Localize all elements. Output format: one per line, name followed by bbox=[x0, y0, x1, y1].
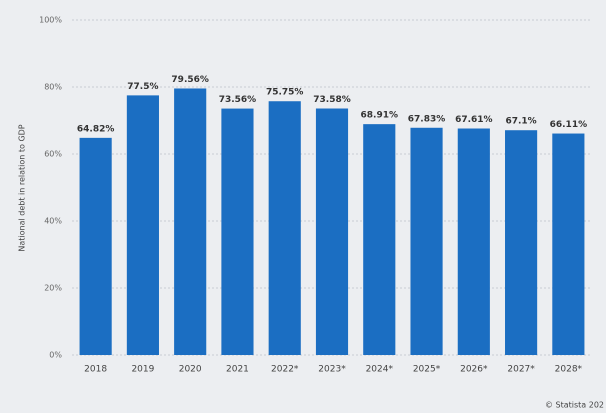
x-tick-label: 2018 bbox=[84, 365, 107, 375]
bar bbox=[315, 108, 349, 355]
x-tick-label: 2022* bbox=[271, 365, 299, 375]
value-label: 68.91% bbox=[361, 111, 399, 121]
value-label: 75.75% bbox=[266, 88, 304, 98]
bar bbox=[221, 108, 254, 355]
x-tick-label: 2019 bbox=[131, 365, 154, 375]
x-tick-label: 2028* bbox=[555, 365, 583, 375]
value-label: 79.56% bbox=[171, 75, 209, 85]
x-tick-label: 2023* bbox=[318, 365, 346, 375]
bar bbox=[410, 127, 443, 355]
y-tick-label: 60% bbox=[44, 150, 62, 159]
source: © Statista 202 bbox=[545, 401, 604, 410]
value-label: 66.11% bbox=[550, 120, 588, 130]
value-label: 64.82% bbox=[77, 124, 115, 134]
x-tick-label: 2026* bbox=[460, 365, 488, 375]
bar bbox=[457, 128, 490, 355]
y-axis-label: National debt in relation to GDP bbox=[18, 124, 27, 251]
bar bbox=[552, 133, 585, 355]
x-tick-label: 2020 bbox=[179, 365, 202, 375]
value-label: 73.58% bbox=[313, 95, 351, 105]
x-tick-label: 2024* bbox=[366, 365, 394, 375]
y-tick-label: 80% bbox=[44, 83, 62, 92]
bar bbox=[505, 130, 538, 355]
bar bbox=[174, 88, 207, 355]
value-label: 67.83% bbox=[408, 114, 446, 124]
x-tick-label: 2021 bbox=[226, 365, 249, 375]
x-tick-label: 2027* bbox=[507, 365, 535, 375]
value-label: 67.61% bbox=[455, 115, 493, 125]
y-tick-label: 0% bbox=[49, 351, 62, 360]
x-tick-label: 2025* bbox=[413, 365, 441, 375]
value-label: 77.5% bbox=[127, 82, 158, 92]
bar bbox=[79, 137, 112, 355]
y-tick-label: 40% bbox=[44, 217, 62, 226]
bar bbox=[268, 101, 301, 355]
y-tick-label: 100% bbox=[39, 16, 62, 25]
bar bbox=[363, 124, 396, 356]
value-label: 73.56% bbox=[219, 95, 257, 105]
bar bbox=[126, 95, 159, 355]
value-label: 67.1% bbox=[505, 117, 536, 127]
y-tick-label: 20% bbox=[44, 284, 62, 293]
